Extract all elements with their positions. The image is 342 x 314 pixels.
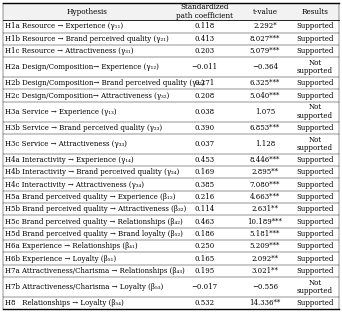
Text: Supported: Supported bbox=[297, 242, 334, 250]
Text: H6b Experience → Loyalty (β₅₁): H6b Experience → Loyalty (β₅₁) bbox=[5, 255, 116, 263]
Text: 0.463: 0.463 bbox=[195, 218, 214, 226]
Text: 6.853***: 6.853*** bbox=[250, 124, 280, 132]
Text: −0.017: −0.017 bbox=[192, 283, 218, 291]
Text: Supported: Supported bbox=[297, 47, 334, 55]
Text: H8   Relationships → Loyalty (β₅₄): H8 Relationships → Loyalty (β₅₄) bbox=[5, 299, 124, 307]
Text: H4a Interactivity → Experience (γ₁₄): H4a Interactivity → Experience (γ₁₄) bbox=[5, 156, 134, 164]
Text: Supported: Supported bbox=[297, 79, 334, 87]
Text: Supported: Supported bbox=[297, 193, 334, 201]
Text: 3.021**: 3.021** bbox=[251, 267, 278, 275]
Text: Hypothesis: Hypothesis bbox=[67, 8, 108, 16]
Text: 8.027***: 8.027*** bbox=[250, 35, 280, 43]
Text: Supported: Supported bbox=[297, 218, 334, 226]
Text: 5.181***: 5.181*** bbox=[250, 230, 280, 238]
Text: H1b Resource → Brand perceived quality (γ₂₁): H1b Resource → Brand perceived quality (… bbox=[5, 35, 169, 43]
Text: 0.271: 0.271 bbox=[194, 79, 215, 87]
Text: 0.453: 0.453 bbox=[195, 156, 214, 164]
Text: 2.631**: 2.631** bbox=[251, 205, 278, 213]
Text: 2.292*: 2.292* bbox=[253, 22, 277, 30]
Text: 10.189***: 10.189*** bbox=[247, 218, 282, 226]
Bar bbox=[3, 3, 339, 20]
Text: 1.075: 1.075 bbox=[255, 108, 275, 116]
Text: 7.080***: 7.080*** bbox=[250, 181, 280, 189]
Text: 2.092**: 2.092** bbox=[251, 255, 278, 263]
Text: H5a Brand perceived quality → Experience (β₁₂): H5a Brand perceived quality → Experience… bbox=[5, 193, 175, 201]
Text: 0.203: 0.203 bbox=[195, 47, 214, 55]
Text: H2b Design/Composition→ Brand perceived quality (γ₂₂): H2b Design/Composition→ Brand perceived … bbox=[5, 79, 205, 87]
Text: 0.169: 0.169 bbox=[194, 168, 215, 176]
Text: H5d Brand perceived quality → Brand loyalty (β₅₂): H5d Brand perceived quality → Brand loya… bbox=[5, 230, 183, 238]
Text: Not
supported: Not supported bbox=[297, 136, 333, 152]
Text: H7a Attractiveness/Charisma → Relationships (β₄₃): H7a Attractiveness/Charisma → Relationsh… bbox=[5, 267, 185, 275]
Text: Supported: Supported bbox=[297, 92, 334, 100]
Text: H3c Service → Attractiveness (γ₃₃): H3c Service → Attractiveness (γ₃₃) bbox=[5, 140, 127, 148]
Text: 0.165: 0.165 bbox=[194, 255, 215, 263]
Text: H4b Interactivity → Brand perceived quality (γ₂₄): H4b Interactivity → Brand perceived qual… bbox=[5, 168, 179, 176]
Text: H3a Service → Experience (γ₁₃): H3a Service → Experience (γ₁₃) bbox=[5, 108, 117, 116]
Text: Supported: Supported bbox=[297, 22, 334, 30]
Text: H1a Resource → Experience (γ₁₁): H1a Resource → Experience (γ₁₁) bbox=[5, 22, 123, 30]
Text: Supported: Supported bbox=[297, 230, 334, 238]
Text: 0.532: 0.532 bbox=[195, 299, 214, 307]
Text: Not
supported: Not supported bbox=[297, 59, 333, 75]
Text: Supported: Supported bbox=[297, 299, 334, 307]
Text: Supported: Supported bbox=[297, 181, 334, 189]
Text: Not
supported: Not supported bbox=[297, 103, 333, 120]
Text: 14.336**: 14.336** bbox=[249, 299, 280, 307]
Text: 0.390: 0.390 bbox=[195, 124, 214, 132]
Text: Standardized
path coefficient: Standardized path coefficient bbox=[176, 3, 233, 20]
Text: Supported: Supported bbox=[297, 267, 334, 275]
Text: 0.250: 0.250 bbox=[194, 242, 215, 250]
Text: H7b Attractiveness/Charisma → Loyalty (β₅₃): H7b Attractiveness/Charisma → Loyalty (β… bbox=[5, 283, 163, 291]
Text: 5.040***: 5.040*** bbox=[250, 92, 280, 100]
Text: −0.364: −0.364 bbox=[252, 63, 278, 71]
Text: 8.446***: 8.446*** bbox=[250, 156, 280, 164]
Text: Supported: Supported bbox=[297, 124, 334, 132]
Text: 0.413: 0.413 bbox=[195, 35, 214, 43]
Text: H6a Experience → Relationships (β₄₁): H6a Experience → Relationships (β₄₁) bbox=[5, 242, 138, 250]
Text: −0.011: −0.011 bbox=[192, 63, 218, 71]
Text: 0.186: 0.186 bbox=[194, 230, 215, 238]
Text: Not
supported: Not supported bbox=[297, 279, 333, 295]
Text: H5c Brand perceived quality → Relationships (β₄₂): H5c Brand perceived quality → Relationsh… bbox=[5, 218, 183, 226]
Text: t-value: t-value bbox=[252, 8, 277, 16]
Text: 0.195: 0.195 bbox=[194, 267, 215, 275]
Text: −0.556: −0.556 bbox=[252, 283, 278, 291]
Text: H5b Brand perceived quality → Attractiveness (β₃₂): H5b Brand perceived quality → Attractive… bbox=[5, 205, 186, 213]
Text: 5.209***: 5.209*** bbox=[250, 242, 280, 250]
Text: H3b Service → Brand perceived quality (γ₂₃): H3b Service → Brand perceived quality (γ… bbox=[5, 124, 162, 132]
Text: Results: Results bbox=[302, 8, 329, 16]
Text: 0.114: 0.114 bbox=[194, 205, 215, 213]
Text: Supported: Supported bbox=[297, 168, 334, 176]
Text: Supported: Supported bbox=[297, 255, 334, 263]
Text: H4c Interactivity → Attractiveness (γ₃₄): H4c Interactivity → Attractiveness (γ₃₄) bbox=[5, 181, 144, 189]
Text: 0.037: 0.037 bbox=[195, 140, 214, 148]
Text: 0.216: 0.216 bbox=[194, 193, 215, 201]
Text: Supported: Supported bbox=[297, 205, 334, 213]
Text: 5.079***: 5.079*** bbox=[250, 47, 280, 55]
Text: H1c Resource → Attractiveness (γ₃₁): H1c Resource → Attractiveness (γ₃₁) bbox=[5, 47, 134, 55]
Text: H2a Design/Composition→ Experience (γ₁₂): H2a Design/Composition→ Experience (γ₁₂) bbox=[5, 63, 159, 71]
Text: H2c Design/Composition→ Attractiveness (γ₃₂): H2c Design/Composition→ Attractiveness (… bbox=[5, 92, 169, 100]
Text: 0.385: 0.385 bbox=[195, 181, 214, 189]
Text: 2.895**: 2.895** bbox=[251, 168, 278, 176]
Text: 0.038: 0.038 bbox=[195, 108, 214, 116]
Text: 0.118: 0.118 bbox=[194, 22, 215, 30]
Text: Supported: Supported bbox=[297, 35, 334, 43]
Text: Supported: Supported bbox=[297, 156, 334, 164]
Text: 4.663***: 4.663*** bbox=[250, 193, 280, 201]
Text: 1.128: 1.128 bbox=[255, 140, 275, 148]
Text: 0.208: 0.208 bbox=[194, 92, 215, 100]
Text: 6.325***: 6.325*** bbox=[250, 79, 280, 87]
